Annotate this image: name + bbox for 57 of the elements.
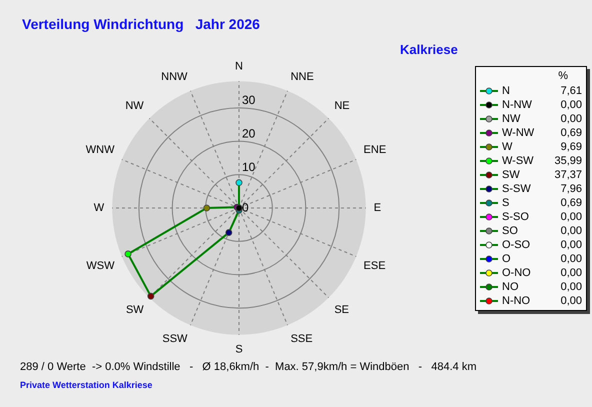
text: N-NO (502, 295, 532, 307)
spoke-label: SSE (290, 333, 313, 346)
text: 37,37 (554, 169, 582, 181)
text: 0,00 (560, 113, 582, 125)
spoke-label: ENE (364, 144, 386, 156)
text: 0,00 (560, 99, 582, 111)
text: S-SW (502, 183, 532, 195)
text: O-NO (502, 267, 532, 279)
text: % (557, 70, 569, 84)
spoke-label: NNE (290, 70, 314, 83)
text: 289 / 0 Werte -> 0.0% Windstille - Ø 18,6km/h - Max. 57,9km/h = Windböen - 484.4 km (20, 361, 476, 373)
text: 0,00 (560, 211, 582, 223)
text: NO (502, 281, 520, 293)
text: O-SO (502, 239, 532, 251)
y-tick-label: 10 (242, 160, 256, 174)
text: Kalkriese (400, 42, 458, 57)
text: S-SO (502, 211, 530, 223)
spoke-label: NNW (161, 70, 188, 83)
text: N-NW (502, 99, 533, 111)
spoke-label: SW (126, 304, 144, 316)
chart-title: Verteilung Windrichtung Jahr 2026 (22, 16, 260, 32)
text: SO (502, 225, 519, 237)
spoke-label: SE (334, 304, 350, 316)
text: 0,00 (560, 253, 582, 265)
spoke-label: S (235, 343, 243, 356)
spoke-label: WSW (86, 260, 116, 272)
spoke-label: E (374, 202, 382, 214)
spoke-label: NE (334, 100, 350, 112)
text: 0,00 (560, 239, 582, 251)
y-tick-label: 0 (242, 200, 249, 214)
text: 0,00 (560, 281, 582, 293)
spoke-label: SSW (162, 333, 188, 346)
text: 0,00 (560, 295, 582, 307)
text: N (502, 85, 511, 97)
y-tick-label: 30 (242, 93, 256, 108)
text: SW (502, 169, 521, 181)
text: NW (502, 113, 522, 125)
text: 7,96 (560, 183, 582, 195)
spoke-label: NW (125, 100, 144, 112)
y-tick-label: 20 (242, 126, 256, 141)
text: W-SW (502, 155, 535, 167)
text: Private Wetterstation Kalkriese (20, 380, 152, 390)
text: O (502, 253, 512, 265)
spoke-label: W (94, 202, 105, 214)
spoke-label: ESE (364, 260, 386, 272)
text: 0,69 (560, 127, 582, 139)
text: 9,69 (560, 141, 582, 153)
text: W (502, 141, 514, 153)
text: 0,00 (560, 225, 582, 237)
spoke-label: N (235, 60, 244, 73)
text: 0,69 (560, 197, 582, 209)
text: S (502, 197, 510, 209)
text: W-NW (502, 127, 536, 139)
text: 7,61 (560, 85, 582, 97)
text: 35,99 (554, 155, 582, 167)
text: 0,00 (560, 267, 582, 279)
spoke-label: WNW (86, 144, 116, 156)
